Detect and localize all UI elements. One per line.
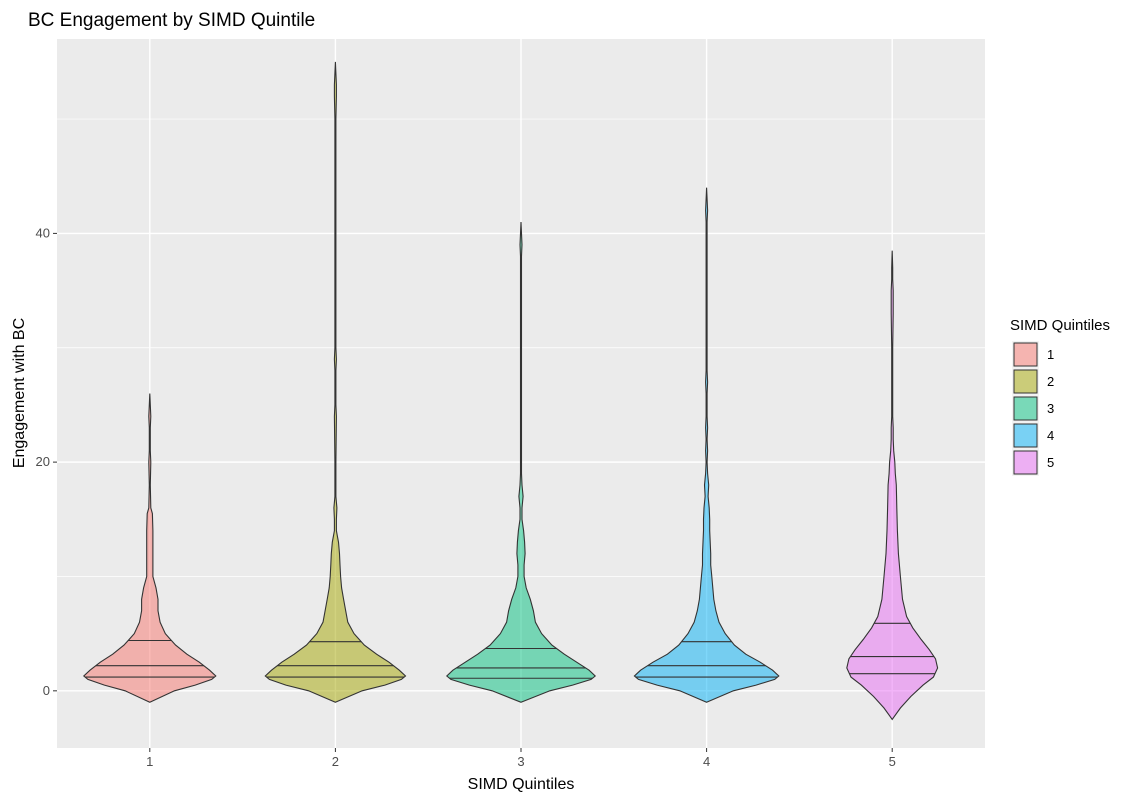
x-axis-title: SIMD Quintiles [468, 776, 575, 793]
axes: 0 20 40 1 2 3 4 5 [36, 225, 896, 769]
legend-label-5: 5 [1047, 455, 1054, 470]
x-tick-label: 1 [146, 754, 153, 769]
violin-3 [445, 221, 597, 703]
y-tick-label: 20 [36, 454, 50, 469]
y-tick-label: 40 [36, 225, 50, 240]
violin-5 [846, 250, 939, 721]
chart-title: BC Engagement by SIMD Quintile [28, 10, 315, 31]
legend-key-1 [1013, 342, 1038, 367]
legend-label-1: 1 [1047, 347, 1054, 362]
legend-label-3: 3 [1047, 401, 1054, 416]
x-tick-label: 5 [889, 754, 896, 769]
y-axis-title: Engagement with BC [11, 318, 28, 468]
violin-4 [633, 187, 780, 703]
violin-1 [82, 393, 217, 703]
legend-key-2 [1013, 369, 1038, 394]
legend-key-3 [1013, 396, 1038, 421]
legend: SIMD Quintiles 1 2 3 4 5 [1010, 317, 1110, 476]
x-tick-label: 2 [332, 754, 339, 769]
legend-label-4: 4 [1047, 428, 1054, 443]
legend-key-5 [1013, 450, 1038, 475]
legend-label-2: 2 [1047, 374, 1054, 389]
x-tick-label: 4 [703, 754, 710, 769]
legend-title: SIMD Quintiles [1010, 317, 1110, 334]
legend-key-4 [1013, 423, 1038, 448]
x-tick-label: 3 [517, 754, 524, 769]
violin-2 [264, 61, 407, 703]
violins [82, 61, 939, 721]
y-tick-label: 0 [43, 683, 50, 698]
